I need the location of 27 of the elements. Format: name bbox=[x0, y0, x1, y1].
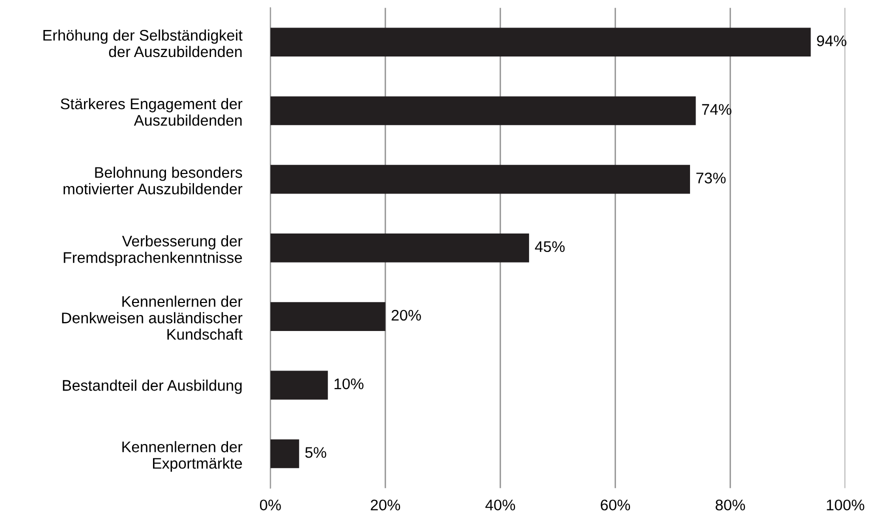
data-label: 94% bbox=[817, 35, 846, 46]
y-tick-label: Stärkeres Engagement der Auszubildenden bbox=[60, 98, 242, 126]
y-tick-label: Erhöhung der Selbständigkeit der Auszubildenden bbox=[43, 29, 242, 58]
bar bbox=[270, 96, 696, 126]
y-tick-label: Bestandteil der Ausbildung bbox=[62, 380, 242, 394]
x-tick-label: 100% bbox=[826, 500, 864, 510]
data-label: 5% bbox=[305, 447, 326, 458]
bar bbox=[270, 439, 300, 468]
bar bbox=[270, 370, 328, 400]
x-tick-label: 40% bbox=[485, 500, 516, 510]
bar bbox=[270, 28, 811, 57]
x-tick-label: 80% bbox=[716, 500, 746, 510]
bar bbox=[270, 164, 690, 194]
y-tick-label: Verbesserung der Fremdsprachenkenntnisse bbox=[64, 235, 242, 266]
y-tick-label: Kennenlernen der Exportmärkte bbox=[122, 441, 242, 472]
bar bbox=[270, 234, 530, 262]
x-tick-label: 60% bbox=[600, 500, 630, 510]
y-tick-label: Kennenlernen der Denkweisen ausländischer Kundschaft bbox=[62, 296, 242, 340]
data-label: 73% bbox=[696, 172, 726, 184]
y-tick-label: Belohnung besonders motivierter Auszubildender bbox=[64, 166, 242, 194]
data-label: 74% bbox=[702, 104, 732, 115]
bar bbox=[270, 302, 386, 331]
x-tick-label: 20% bbox=[370, 500, 400, 510]
data-label: 20% bbox=[392, 310, 421, 321]
data-label: 10% bbox=[334, 378, 364, 390]
data-label: 45% bbox=[534, 241, 565, 252]
x-tick-label: 0% bbox=[260, 500, 281, 510]
